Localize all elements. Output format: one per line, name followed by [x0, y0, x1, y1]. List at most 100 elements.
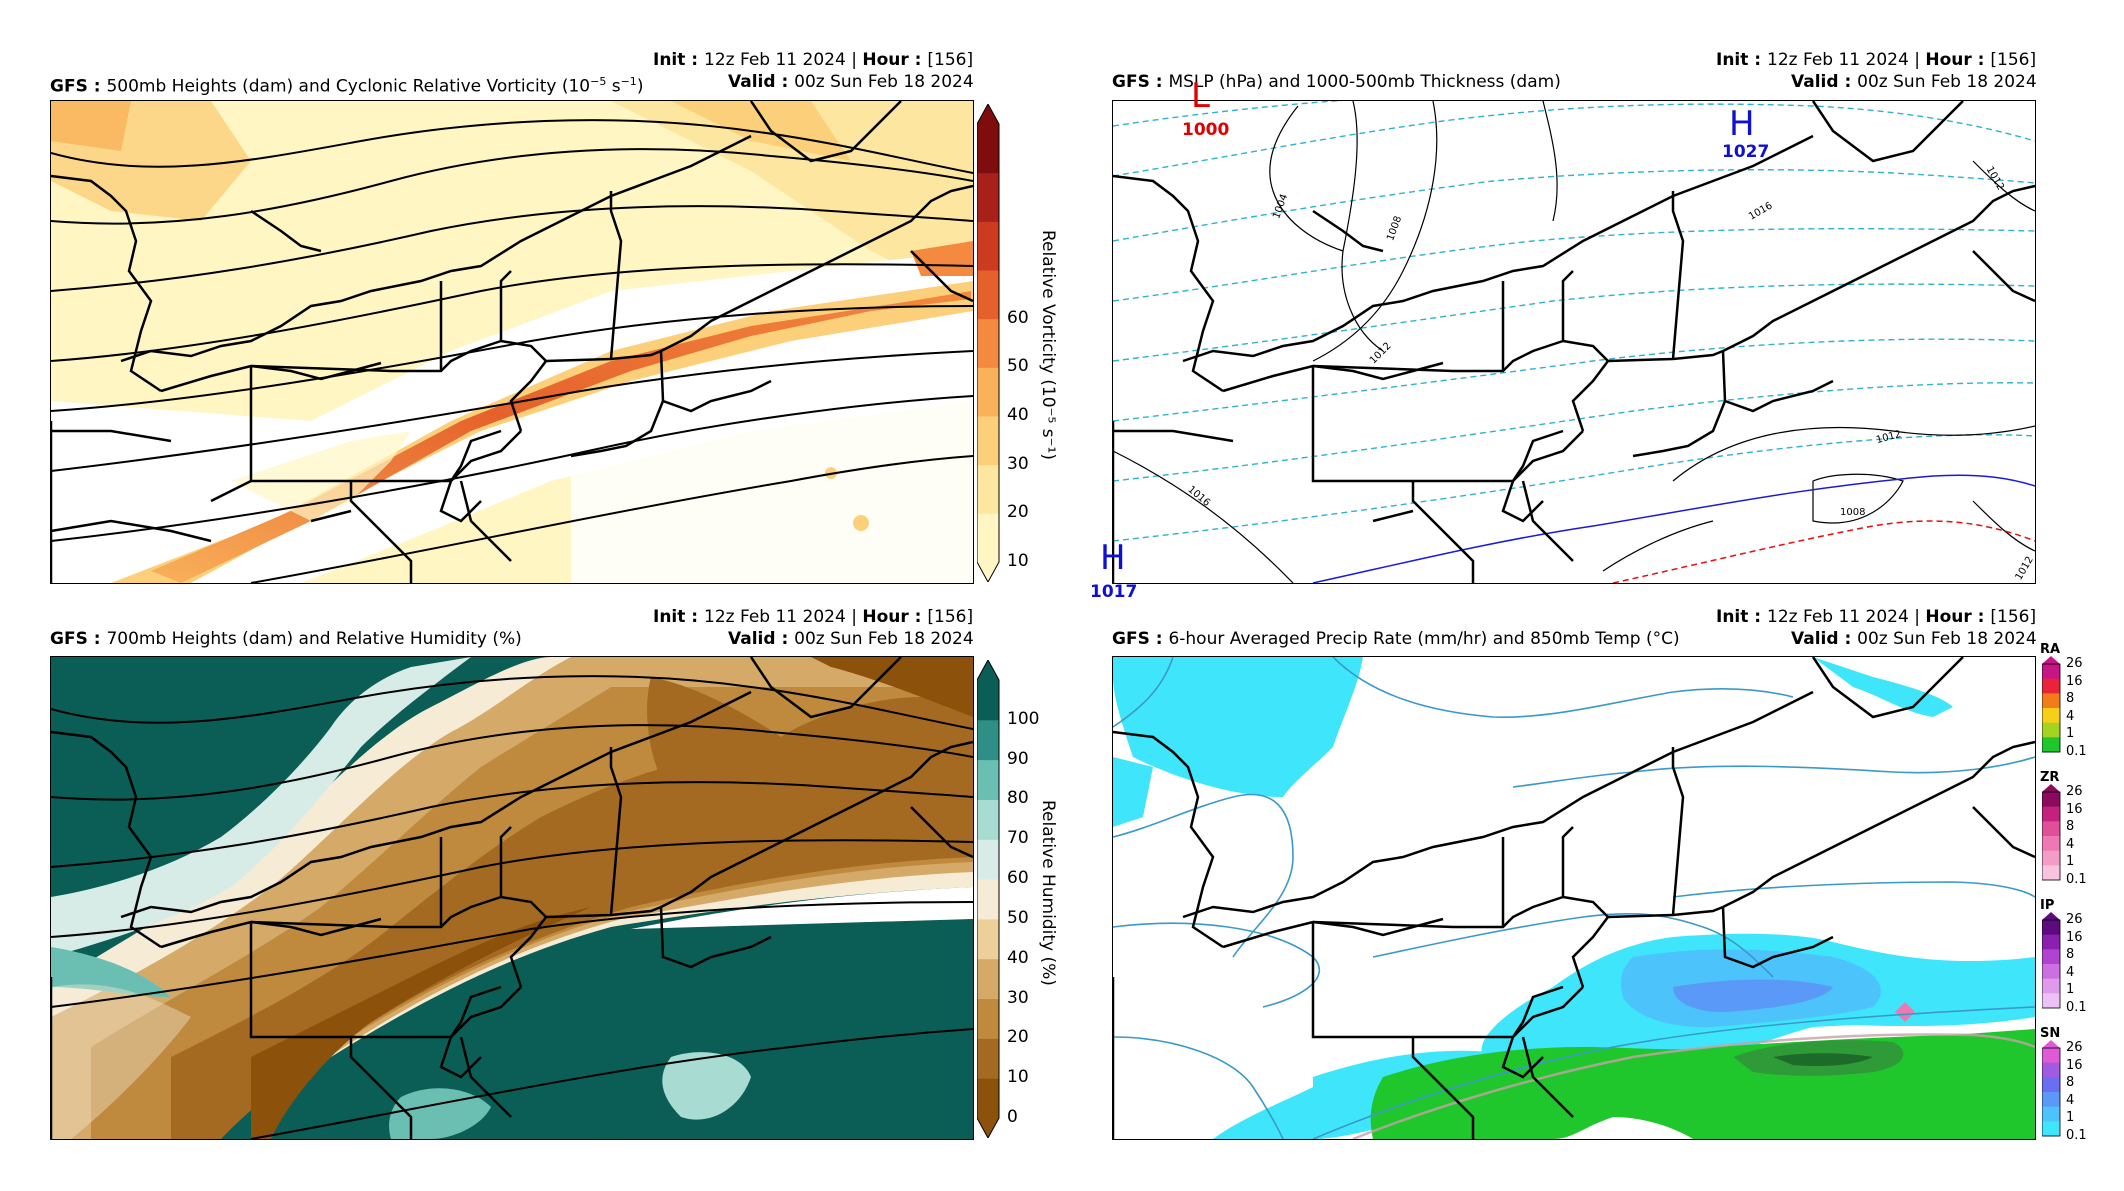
- precip-bar-segment: [2042, 792, 2060, 808]
- panel1-init-line: Init : 12z Feb 11 2024 | Hour : [156]: [653, 50, 974, 70]
- panel4-valid-line: Valid : 00z Sun Feb 18 2024: [1791, 629, 2037, 649]
- precip-bar-tick: 4: [2066, 964, 2075, 980]
- precip-bar-title: RA: [2040, 642, 2061, 657]
- humidity-colorbar-outline: [977, 660, 1000, 1138]
- vorticity-colorbar-extend-bottom: [977, 562, 999, 582]
- precip-bar-segment: [2042, 978, 2060, 994]
- low-center-value: 1000: [1182, 120, 1230, 140]
- precip-bar-segment: [2042, 1092, 2060, 1108]
- vorticity-colorbar-extend-top: [977, 104, 999, 124]
- humidity-colorbar: [977, 660, 1000, 1138]
- vorticity-colorbar-segment: [977, 464, 999, 514]
- panel2-valid-line: Valid : 00z Sun Feb 18 2024: [1791, 72, 2037, 92]
- precip-bar-tick: 4: [2066, 708, 2075, 724]
- precip-bar-segment: [2042, 1106, 2060, 1122]
- precip-bar-segment: [2042, 1077, 2060, 1093]
- precip-bar-extend: [2042, 912, 2060, 920]
- high-center-value-1: 1027: [1722, 142, 1770, 162]
- precip-bar-title: ZR: [2040, 770, 2060, 785]
- humidity-colorbar-segment: [977, 1078, 999, 1119]
- vorticity-colorbar-outline: [977, 104, 1000, 582]
- humidity-colorbar-segment: [977, 918, 999, 960]
- precip-bar-tick: 8: [2066, 1075, 2075, 1091]
- precip-bar-segment: [2042, 693, 2060, 709]
- panel4-init-line: Init : 12z Feb 11 2024 | Hour : [156]: [1716, 607, 2037, 627]
- precip-bar-extend: [2042, 1040, 2060, 1048]
- precip-bar-tick: 1: [2066, 854, 2075, 870]
- humidity-colorbar-tick: 40: [1007, 947, 1029, 968]
- humidity-colorbar-segment: [977, 1038, 999, 1079]
- humidity-colorbar-extend-top: [977, 660, 999, 680]
- precip-bar-tick: 26: [2066, 784, 2083, 799]
- humidity-colorbar-tick: 30: [1007, 987, 1029, 1008]
- precip-bar-segment: [2042, 708, 2060, 724]
- panel3-init-line: Init : 12z Feb 11 2024 | Hour : [156]: [653, 607, 974, 627]
- vorticity-colorbar-tick: 40: [1007, 405, 1029, 425]
- humidity-colorbar-tick: 20: [1007, 1027, 1029, 1048]
- precip-bar-tick: 26: [2066, 912, 2083, 927]
- humidity-colorbar-tick: 90: [1007, 748, 1029, 769]
- precip-bar-zr: [2042, 784, 2061, 881]
- panel4-title: GFS : 6-hour Averaged Precip Rate (mm/hr…: [1112, 629, 1680, 649]
- humidity-colorbar-segment: [977, 998, 999, 1039]
- precip-bar-tick: 16: [2066, 673, 2083, 689]
- precip-bar-tick: 0.1: [2066, 872, 2087, 887]
- precip-bar-segment: [2042, 1062, 2060, 1078]
- humidity-colorbar-tick: 60: [1007, 868, 1029, 889]
- vorticity-colorbar-tick: 30: [1007, 453, 1029, 474]
- high-center-value-2: 1017: [1090, 582, 1138, 602]
- panel1-title: GFS : 500mb Heights (dam) and Cyclonic R…: [50, 75, 644, 97]
- humidity-colorbar-tick: 10: [1007, 1067, 1029, 1088]
- humidity-colorbar-segment: [977, 719, 999, 761]
- humidity-map: [50, 656, 974, 1140]
- precip-bar-tick: 16: [2066, 801, 2083, 817]
- humidity-colorbar-segment: [977, 958, 999, 1000]
- precip-bar-segment: [2042, 1048, 2060, 1064]
- precip-bar-segment: [2042, 722, 2060, 738]
- precip-bar-extend: [2042, 656, 2060, 664]
- precip-bar-segment: [2042, 964, 2060, 980]
- precip-bar-outline: [2042, 919, 2061, 1009]
- humidity-colorbar-segment: [977, 759, 999, 800]
- precip-bar-tick: 1: [2066, 982, 2075, 998]
- vorticity-colorbar-segment: [977, 221, 999, 271]
- precip-bar-segment: [2042, 678, 2060, 694]
- humidity-colorbar-extend-bottom: [977, 1118, 999, 1138]
- panel2-init-line: Init : 12z Feb 11 2024 | Hour : [156]: [1716, 50, 2037, 70]
- precip-bar-title: SN: [2040, 1026, 2061, 1041]
- precip-bar-tick: 8: [2066, 819, 2075, 835]
- humidity-colorbar-tick: 50: [1007, 907, 1029, 928]
- precip-bar-tick: 1: [2066, 726, 2075, 742]
- precip-map: [1112, 656, 2036, 1140]
- humidity-colorbar-tick: 100: [1007, 708, 1040, 729]
- vorticity-map: [50, 100, 974, 584]
- humidity-colorbar-segment: [977, 879, 999, 920]
- precip-bar-segment: [2042, 949, 2060, 965]
- humidity-colorbar-segment: [977, 799, 999, 840]
- precip-bar-tick: 0.1: [2066, 744, 2087, 759]
- vorticity-colorbar-segment: [977, 513, 999, 563]
- humidity-colorbar-tick: 80: [1007, 788, 1029, 809]
- precip-bar-tick: 16: [2066, 1057, 2083, 1073]
- vorticity-colorbar-tick: 50: [1007, 356, 1029, 377]
- high-center-symbol-2: H: [1100, 538, 1126, 578]
- precip-bar-segment: [2042, 836, 2060, 852]
- vorticity-colorbar-segment: [977, 172, 999, 222]
- precip-bar-tick: 16: [2066, 929, 2083, 945]
- precip-bar-outline: [2042, 791, 2061, 881]
- precip-bar-extend: [2042, 784, 2060, 792]
- low-center-symbol: L: [1191, 76, 1210, 116]
- precip-bar-tick: 8: [2066, 947, 2075, 963]
- vorticity-colorbar: [977, 104, 1000, 582]
- vorticity-colorbar-svg: [977, 104, 1000, 582]
- vorticity-colorbar-tick: 10: [1007, 551, 1029, 571]
- precip-bar-segment: [2042, 737, 2060, 753]
- humidity-colorbar-segment: [977, 680, 999, 721]
- precip-bar-tick: 8: [2066, 691, 2075, 707]
- precip-bar-tick: 1: [2066, 1110, 2075, 1126]
- vorticity-colorbar-segment: [977, 367, 999, 417]
- precip-bar-segment: [2042, 1121, 2060, 1137]
- panel2-title: GFS : MSLP (hPa) and 1000-500mb Thicknes…: [1112, 72, 1561, 92]
- high-center-symbol-1: H: [1729, 104, 1755, 144]
- precip-bar-title: IP: [2040, 898, 2055, 913]
